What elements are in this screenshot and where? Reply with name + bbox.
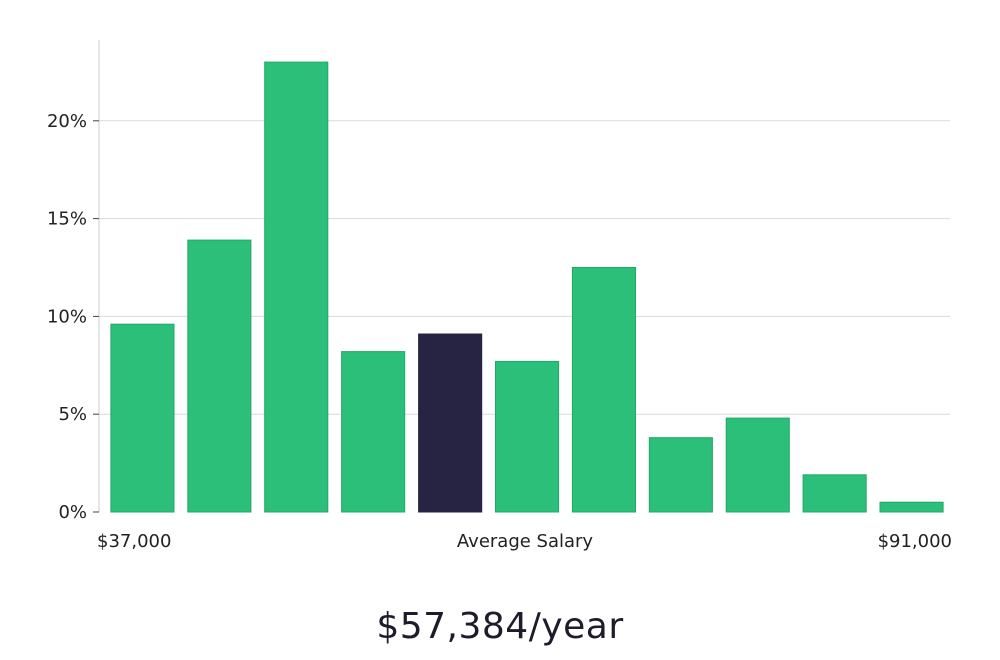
histogram-bar: [802, 474, 867, 513]
y-axis-ticks: 0% 5% 10% 15% 20%: [47, 111, 99, 523]
histogram-bar: [725, 417, 790, 513]
y-tick-label: 0%: [58, 502, 87, 523]
y-tick-label: 15%: [47, 209, 87, 230]
histogram-bar: [187, 239, 252, 513]
y-tick-label: 5%: [58, 404, 87, 425]
histogram-bar: [264, 61, 329, 513]
average-salary-value: $57,384/year: [376, 606, 624, 647]
histogram-bar-highlighted: [418, 333, 483, 513]
histogram-bar: [879, 501, 944, 513]
histogram-bar: [648, 437, 713, 513]
y-tick-label: 20%: [47, 111, 87, 132]
histogram-bar: [110, 323, 175, 513]
histogram-bar: [571, 267, 637, 513]
x-axis-max-label: $91,000: [878, 531, 952, 552]
y-tick-label: 10%: [47, 306, 87, 327]
histogram-bar: [495, 360, 560, 513]
x-axis-min-label: $37,000: [97, 531, 171, 552]
salary-histogram-chart: 0% 5% 10% 15% 20% $37,000 Average Salary $91…: [47, 40, 952, 552]
x-axis-title: Average Salary: [457, 531, 594, 552]
bars: [110, 61, 944, 513]
histogram-bar: [341, 351, 406, 513]
